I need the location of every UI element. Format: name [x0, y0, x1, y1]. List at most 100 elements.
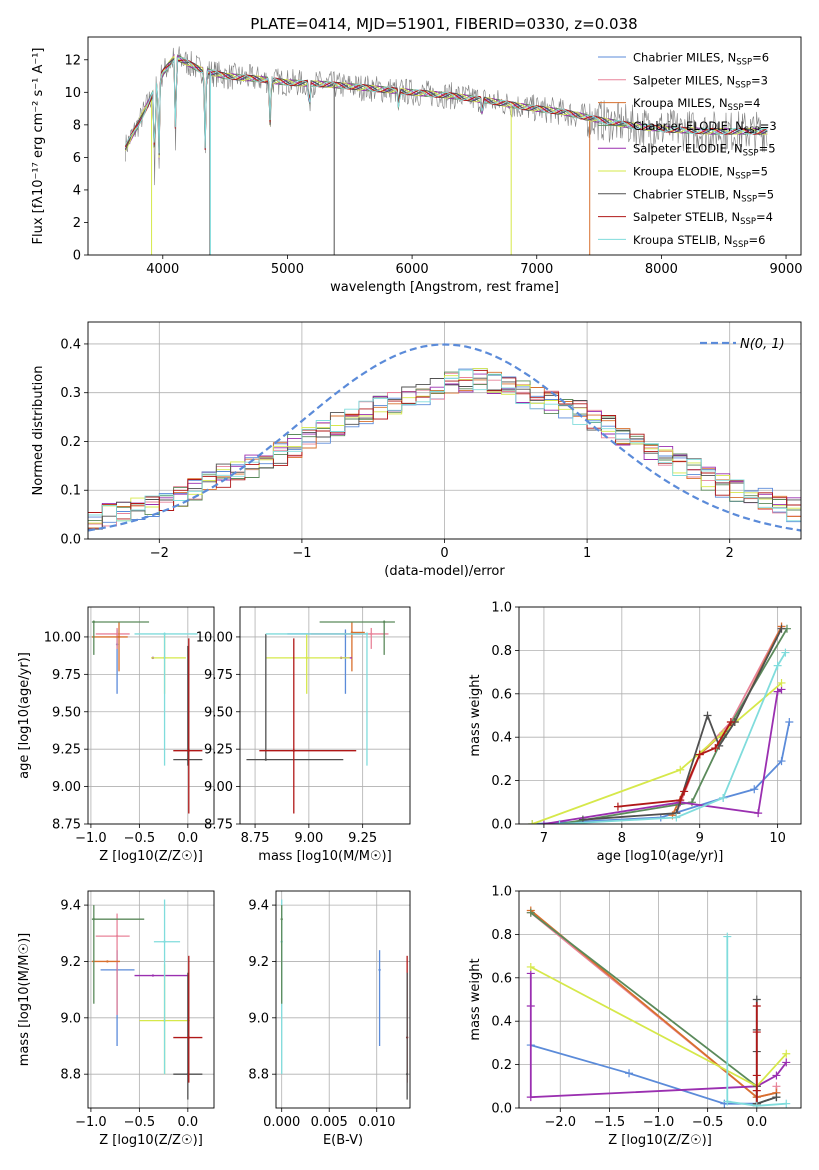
- model-spectrum-kr_stelib: [124, 57, 768, 154]
- legend-subscript: SSP: [735, 172, 751, 182]
- series-marker-ch_stelib: [703, 711, 712, 720]
- x-tick-label: 0.000: [263, 1115, 300, 1130]
- series-marker-kr_stelib: [723, 1097, 732, 1106]
- x-tick-label: −2.0: [544, 1115, 576, 1130]
- legend-label-kr_stelib: Kroupa STELIB, NSSP=6: [633, 233, 765, 250]
- series-marker-ch_elodie: [526, 908, 535, 917]
- series-line-kr_elodie: [531, 682, 783, 824]
- point-ch_stelib: [405, 1072, 409, 1076]
- axes-frame: [87, 890, 215, 1109]
- point-sa_miles: [370, 632, 373, 636]
- x-tick-label: 0.0: [746, 1115, 767, 1130]
- x-tick-label: −0.5: [124, 831, 156, 846]
- errorbar-plot-area: [246, 620, 395, 814]
- point-ch_stelib: [264, 758, 268, 761]
- series-marker-kr_stelib: [782, 1099, 791, 1108]
- series-marker-sa_stelib: [752, 1086, 761, 1095]
- legend-count: =5: [757, 187, 774, 201]
- series-marker-kr_elodie: [777, 678, 786, 687]
- point-ch_elodie: [382, 620, 386, 624]
- x-tick-label: 0: [440, 546, 448, 561]
- series-line-sa_stelib: [617, 721, 732, 808]
- x-tick-label: 6000: [396, 262, 429, 277]
- series-marker-sa_elodie: [526, 1093, 535, 1102]
- y-tick-label: 9.25: [52, 743, 81, 758]
- spectrum-panel: 4000 5000 6000 7000 8000 9000 0 2 4 6 8 10 12 wavelen…: [31, 36, 803, 295]
- y-axis-label: Normed distribution: [31, 366, 46, 496]
- y-tick-label: 0.0: [60, 533, 81, 548]
- x-tick-label: 0.010: [358, 1115, 395, 1130]
- series-marker-ch_miles: [785, 718, 794, 727]
- x-tick-label: 0.0: [177, 831, 198, 846]
- x-tick-label: 0.005: [311, 1115, 348, 1130]
- axes-frame: [275, 890, 411, 1109]
- point-kr_miles: [350, 631, 354, 634]
- point-sa_miles: [115, 632, 119, 636]
- y-axis-label: mass weight: [468, 674, 483, 756]
- legend-subscript: SSP: [736, 58, 752, 68]
- y-tick-label: 0.2: [491, 1058, 512, 1073]
- x-tick-label: −1: [292, 546, 311, 561]
- y-tick-label: 9.4: [60, 899, 81, 914]
- x-tick-label: 8.75: [241, 831, 270, 846]
- axes-frame: [87, 606, 215, 825]
- y-tick-label: 0.4: [60, 337, 81, 352]
- y-tick-label: 0.0: [491, 818, 512, 833]
- y-tick-label: 6: [73, 151, 81, 166]
- y-tick-label: 0.6: [491, 971, 512, 986]
- series-marker-sa_elodie: [782, 1058, 791, 1067]
- legend-label-kr_elodie: Kroupa ELODIE, NSSP=5: [633, 165, 768, 182]
- y-tick-label: 9.50: [204, 705, 233, 720]
- x-tick-label: −1.0: [643, 1115, 675, 1130]
- series-marker-sa_elodie: [526, 1002, 535, 1011]
- histogram-legend: N(0, 1): [700, 337, 785, 352]
- y-tick-label: 9.2: [248, 955, 269, 970]
- x-tick-label: 8: [618, 831, 626, 846]
- y-tick-label: 8.8: [248, 1068, 269, 1083]
- x-tick-label: −1.0: [75, 1115, 107, 1130]
- series-marker-sa_elodie: [772, 1071, 781, 1080]
- y-tick-label: 0.8: [491, 928, 512, 943]
- point-kr_miles: [117, 635, 121, 639]
- series-marker-kr_stelib: [773, 661, 782, 670]
- axes-frame: [518, 606, 802, 825]
- y-tick-label: 9.75: [204, 668, 233, 683]
- model-spectrum-sa_stelib: [124, 59, 768, 153]
- y-tick-label: 9.25: [204, 743, 233, 758]
- series-marker-sa_stelib: [711, 744, 720, 753]
- axes-frame: [239, 606, 411, 825]
- series-line-ch_miles: [532, 721, 791, 824]
- y-tick-label: 0.0: [491, 1102, 512, 1117]
- series-marker-kr_stelib: [555, 820, 564, 824]
- x-tick-label: −1.5: [594, 1115, 626, 1130]
- series-marker-sa_stelib: [752, 1028, 761, 1037]
- x-tick-label: −0.5: [692, 1115, 724, 1130]
- x-tick-label: 0.0: [177, 1115, 198, 1130]
- x-tick-label: 2: [726, 546, 734, 561]
- point-ch_elodie: [280, 917, 283, 921]
- y-tick-label: 9.50: [52, 705, 81, 720]
- histogram-plot-area: [88, 343, 801, 532]
- series-marker-kr_elodie: [528, 820, 537, 824]
- series-line-kr_stelib: [726, 936, 787, 1107]
- legend-label-ch_stelib: Chabrier STELIB, NSSP=5: [633, 187, 774, 204]
- mass-vs-metallicity-panel: −1.0 −0.5 0.0 8.8 9.0 9.2 9.4 Z [log10(Z/Z☉)] ma…: [17, 890, 215, 1148]
- legend-subscript: SSP: [735, 80, 751, 90]
- y-tick-label: 0.2: [491, 774, 512, 789]
- residual-histogram-panel: −2 −1 0 1 2 0.0 0.1 0.2 0.3 0.4 (data-model)/error…: [31, 321, 802, 579]
- y-tick-label: 0.3: [60, 386, 81, 401]
- age-vs-metallicity-panel: −1.0 −0.5 0.0 8.75 9.00 9.25 9.50 9.75 10.00 Z [l…: [17, 606, 215, 864]
- errorbar-plot-area: [91, 620, 203, 814]
- y-tick-label: 9.00: [52, 780, 81, 795]
- axes-frame: [87, 36, 802, 256]
- x-tick-label: 4000: [146, 262, 179, 277]
- errorbar-plot-area: [280, 899, 409, 1100]
- y-tick-label: 0.8: [491, 644, 512, 659]
- series-marker-sa_stelib: [676, 796, 685, 805]
- x-tick-label: −0.5: [124, 1115, 156, 1130]
- series-marker-sa_stelib: [613, 802, 622, 811]
- x-tick-label: 5000: [271, 262, 304, 277]
- point-kr_stelib: [163, 632, 166, 636]
- y-axis-label: mass weight: [468, 958, 483, 1040]
